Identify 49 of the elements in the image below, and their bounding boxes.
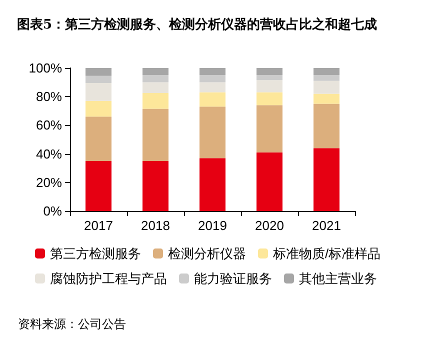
bar: [142, 75, 168, 82]
bar: [200, 92, 226, 107]
bar: [200, 75, 226, 82]
bar: [256, 92, 282, 106]
bar: [200, 68, 226, 76]
bar: [86, 68, 112, 76]
bar: [200, 82, 226, 92]
bar: [142, 108, 168, 161]
legend-label: 腐蚀防护工程与产品: [50, 271, 167, 286]
x-tick-label: 2021: [312, 218, 341, 233]
bar: [142, 93, 168, 109]
chart-title: 图表5：第三方检测服务、检测分析仪器的营收占比之和超七成: [17, 16, 378, 32]
bar: [314, 75, 340, 81]
x-tick-label: 2018: [141, 218, 170, 233]
bar: [142, 68, 168, 76]
bar: [142, 82, 168, 94]
bar: [256, 68, 282, 76]
y-tick-label: 20%: [36, 174, 62, 190]
bar: [314, 94, 340, 104]
bar: [314, 68, 340, 76]
bar: [200, 106, 226, 158]
bar: [142, 160, 168, 211]
text: 资料来源：公司公告: [18, 317, 126, 331]
bar: [256, 105, 282, 152]
bar: [314, 80, 340, 94]
legend-label: 第三方检测服务: [50, 246, 141, 261]
bar: [86, 83, 112, 101]
bar: [314, 148, 340, 211]
y-tick-label: 100%: [28, 60, 62, 76]
bar: [256, 80, 282, 92]
x-tick-label: 2017: [84, 218, 113, 233]
x-tick-label: 2020: [255, 218, 284, 233]
bar: [256, 75, 282, 80]
bar: [86, 116, 112, 161]
legend-label: 检测分析仪器: [168, 246, 246, 261]
y-tick-label: 40%: [36, 146, 62, 162]
bar: [200, 158, 226, 211]
bar: [314, 104, 340, 148]
bar: [256, 152, 282, 211]
y-tick-label: 0%: [43, 204, 62, 218]
legend-label: 能力验证服务: [194, 271, 272, 286]
legend-label: 标准物质/标准样品: [272, 246, 381, 261]
x-tick-label: 2019: [198, 218, 227, 233]
bar: [86, 100, 112, 117]
y-tick-label: 80%: [36, 89, 62, 104]
legend-label: 其他主营业务: [299, 271, 377, 286]
y-tick-label: 60%: [36, 118, 62, 133]
bar: [86, 76, 112, 84]
bar: [86, 160, 112, 211]
